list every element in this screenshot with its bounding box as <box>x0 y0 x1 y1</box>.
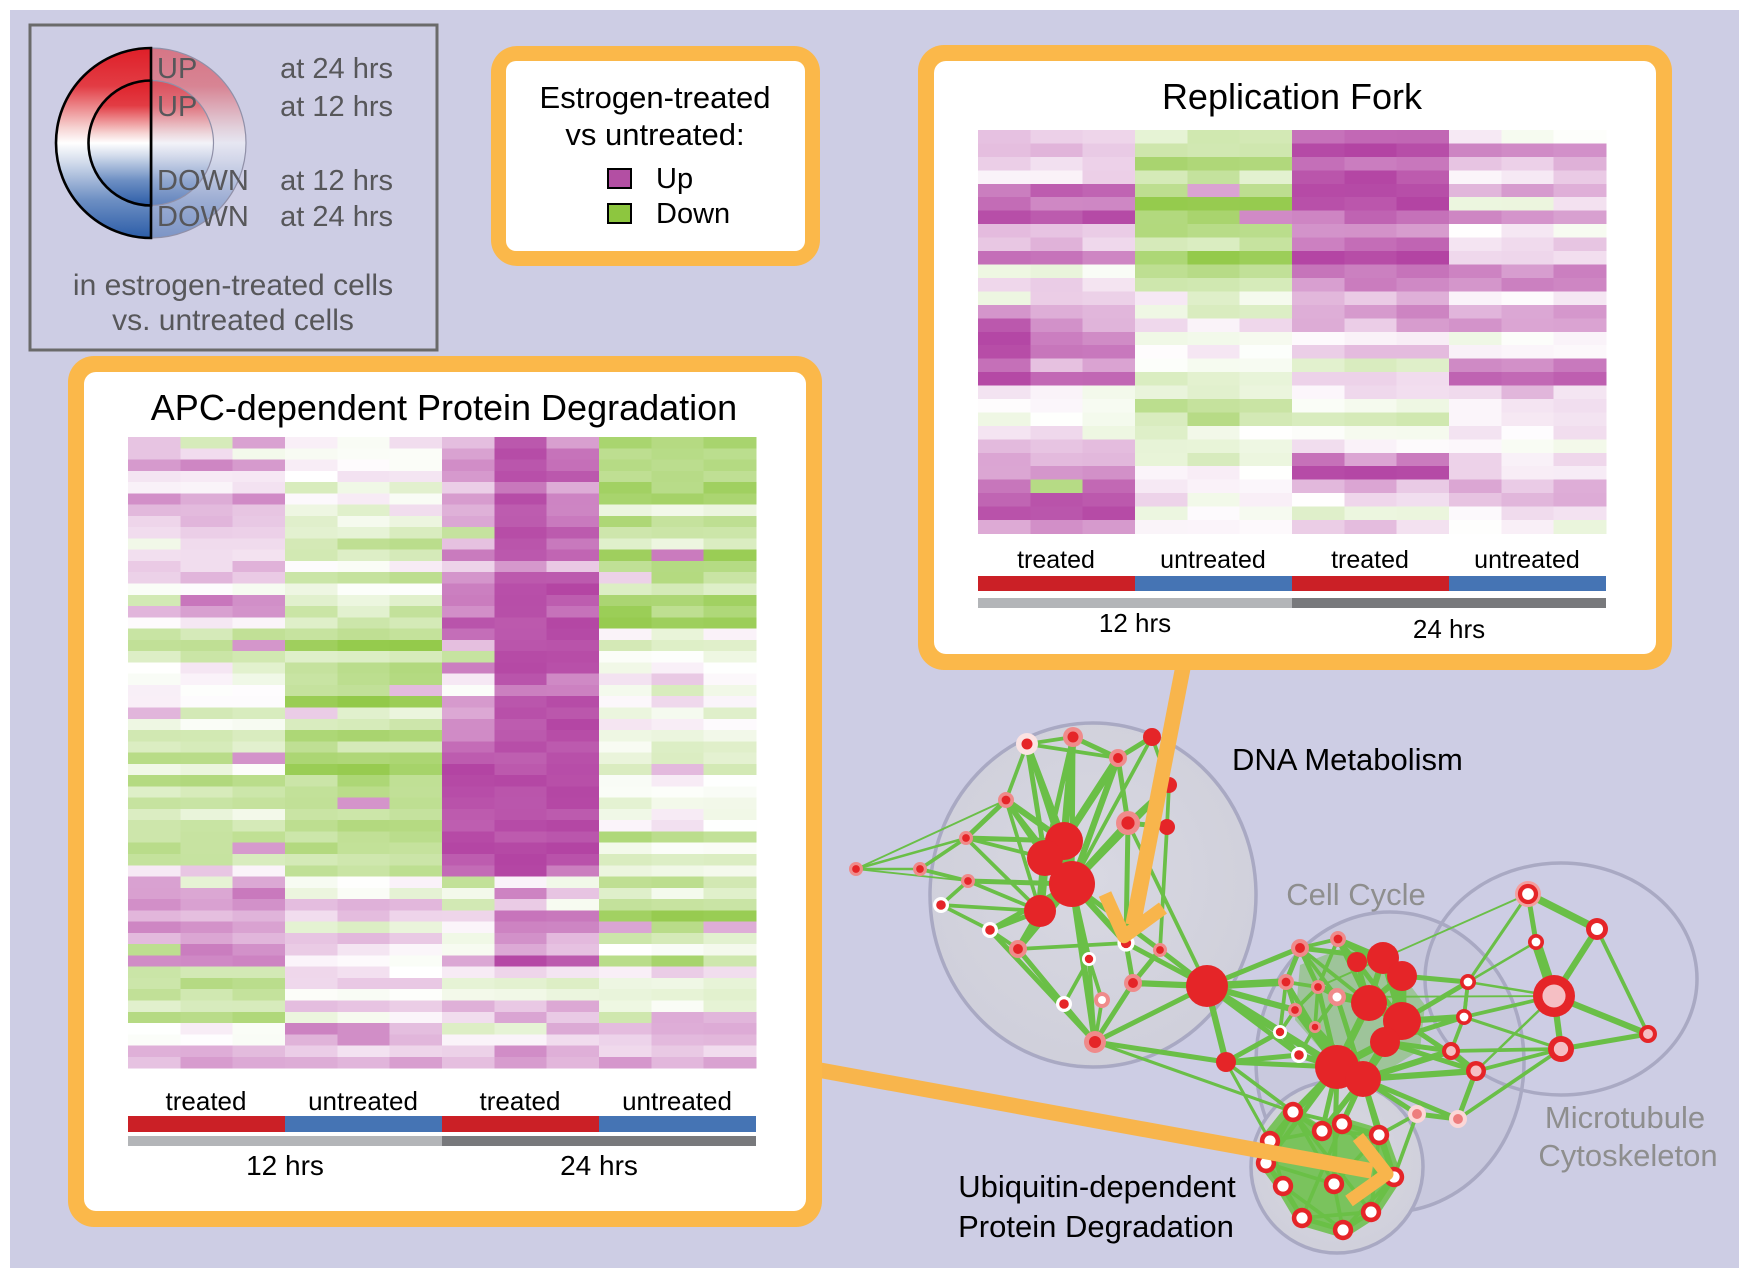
svg-text:untreated: untreated <box>622 1086 732 1116</box>
svg-text:untreated: untreated <box>1474 546 1580 574</box>
svg-text:DOWN: DOWN <box>157 201 249 233</box>
svg-text:Cell Cycle: Cell Cycle <box>1286 877 1426 912</box>
svg-text:at 24 hrs: at 24 hrs <box>280 53 393 85</box>
svg-text:12 hrs: 12 hrs <box>1099 608 1171 638</box>
svg-text:24 hrs: 24 hrs <box>560 1150 638 1181</box>
svg-text:treated: treated <box>1017 546 1095 574</box>
svg-text:untreated: untreated <box>1160 546 1266 574</box>
svg-text:12 hrs: 12 hrs <box>246 1150 324 1181</box>
svg-text:Cytoskeleton: Cytoskeleton <box>1538 1138 1717 1173</box>
svg-text:UP: UP <box>157 91 197 123</box>
svg-text:Protein Degradation: Protein Degradation <box>958 1209 1234 1244</box>
svg-text:at 12 hrs: at 12 hrs <box>280 91 393 123</box>
svg-text:DNA Metabolism: DNA Metabolism <box>1232 742 1463 777</box>
svg-text:Up: Up <box>656 163 693 195</box>
svg-text:treated: treated <box>1331 546 1409 574</box>
svg-text:vs. untreated cells: vs. untreated cells <box>112 304 354 337</box>
svg-text:untreated: untreated <box>308 1086 418 1116</box>
svg-text:24 hrs: 24 hrs <box>1413 614 1485 644</box>
svg-text:in estrogen-treated cells: in estrogen-treated cells <box>73 269 393 302</box>
svg-text:Microtubule: Microtubule <box>1545 1100 1705 1135</box>
svg-text:Down: Down <box>656 198 730 230</box>
svg-text:Ubiquitin-dependent: Ubiquitin-dependent <box>958 1169 1236 1204</box>
svg-text:APC-dependent Protein Degradat: APC-dependent Protein Degradation <box>151 387 737 428</box>
svg-text:Estrogen-treated: Estrogen-treated <box>540 80 771 115</box>
svg-text:at 12 hrs: at 12 hrs <box>280 165 393 197</box>
svg-text:vs untreated:: vs untreated: <box>565 117 744 152</box>
svg-text:at 24 hrs: at 24 hrs <box>280 201 393 233</box>
svg-text:treated: treated <box>480 1086 561 1116</box>
svg-text:UP: UP <box>157 53 197 85</box>
svg-text:Replication Fork: Replication Fork <box>1162 76 1423 117</box>
svg-text:DOWN: DOWN <box>157 165 249 197</box>
svg-text:treated: treated <box>166 1086 247 1116</box>
